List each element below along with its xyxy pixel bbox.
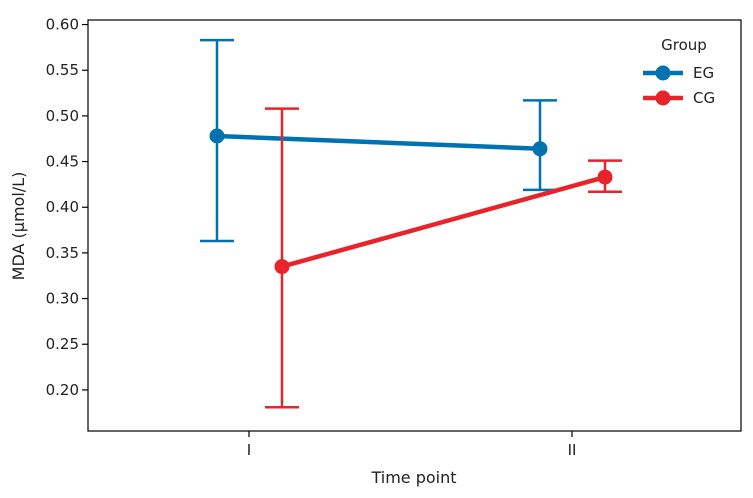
y-tick-label: 0.25 <box>46 335 79 353</box>
y-axis: 0.20 0.25 0.30 0.35 0.40 0.45 0.50 0.55 0.60 <box>46 16 88 399</box>
data-point <box>532 141 548 157</box>
series-cg <box>265 107 622 409</box>
legend-label-cg: CG <box>693 89 715 107</box>
y-tick-label: 0.45 <box>46 153 79 171</box>
data-point <box>597 169 613 185</box>
x-axis-title: Time point <box>370 468 456 487</box>
legend: Group EG CG <box>643 36 715 107</box>
series-line <box>281 174 606 269</box>
series-line <box>216 133 541 152</box>
y-tick-label: 0.35 <box>46 244 79 262</box>
legend-marker-eg <box>655 65 671 81</box>
x-tick-label: II <box>568 441 577 459</box>
plot-area <box>87 19 742 432</box>
x-axis: I II <box>247 431 577 459</box>
data-point <box>274 259 290 275</box>
y-tick-label: 0.50 <box>46 107 79 125</box>
y-axis-title: MDA (μmol/L) <box>9 172 28 281</box>
y-tick-label: 0.55 <box>46 61 79 79</box>
series-layer <box>200 38 622 409</box>
y-tick-label: 0.20 <box>46 381 79 399</box>
y-tick-label: 0.60 <box>46 16 79 34</box>
legend-marker-cg <box>655 90 671 106</box>
legend-label-eg: EG <box>693 64 714 82</box>
y-tick-label: 0.40 <box>46 198 79 216</box>
y-tick-label: 0.30 <box>46 290 79 308</box>
legend-title: Group <box>661 36 707 54</box>
x-tick-label: I <box>247 441 251 459</box>
series-eg <box>200 38 557 243</box>
data-point <box>209 128 225 144</box>
